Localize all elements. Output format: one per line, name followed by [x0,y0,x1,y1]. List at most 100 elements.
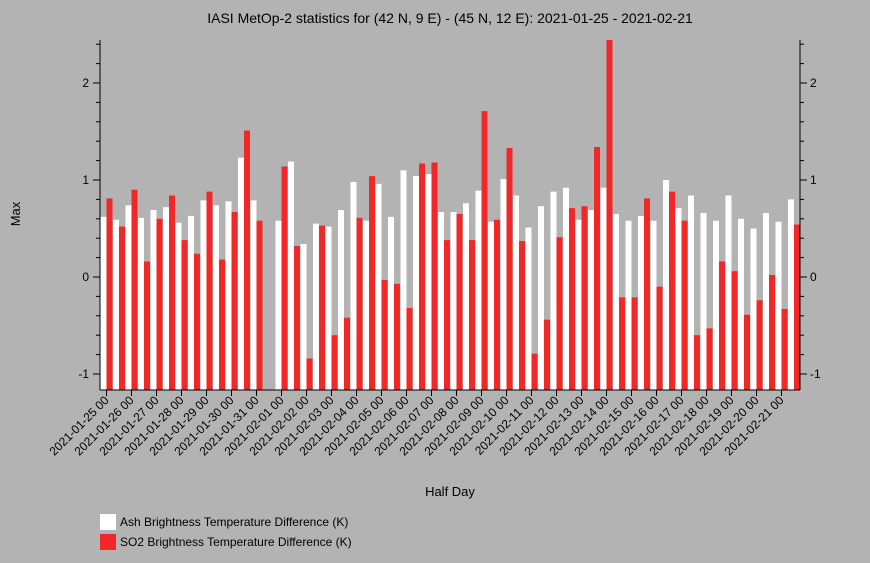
legend: Ash Brightness Temperature Difference (K… [100,512,352,552]
bar-so2-7 [194,253,200,390]
bar-so2-50 [731,271,738,390]
legend-item-ash: Ash Brightness Temperature Difference (K… [100,512,352,532]
bar-so2-11 [244,130,250,390]
bar-ash-50 [725,195,732,390]
bar-so2-28 [456,213,463,390]
bar-ash-18 [325,226,332,390]
legend-label-so2: SO2 Brightness Temperature Difference (K… [120,535,352,549]
bar-ash-32 [500,179,507,390]
bar-so2-21 [369,176,375,390]
y-tick-label-right: 1 [810,173,817,187]
bar-so2-8 [206,191,213,390]
bar-so2-14 [281,166,288,390]
bar-so2-42 [631,297,638,390]
bar-ash-47 [688,195,694,390]
bar-ash-16 [300,244,307,390]
bar-ash-46 [675,208,682,390]
bar-ash-24 [400,170,407,390]
legend-label-ash: Ash Brightness Temperature Difference (K… [120,515,349,529]
bar-ash-0 [100,216,107,390]
y-tick-label-right: -1 [810,367,821,381]
bar-ash-14 [275,220,282,390]
bar-so2-6 [181,240,188,390]
bar-so2-10 [231,212,238,390]
bar-ash-34 [525,227,532,390]
bar-ash-53 [763,212,769,390]
bar-so2-44 [656,286,663,390]
bar-so2-47 [694,335,700,390]
bar-ash-4 [150,210,157,390]
legend-item-so2: SO2 Brightness Temperature Difference (K… [100,532,352,552]
bar-ash-6 [175,222,182,390]
bar-so2-37 [569,208,575,390]
bar-ash-55 [788,199,794,390]
bar-ash-37 [563,187,569,390]
bar-ash-9 [213,205,219,390]
bar-ash-11 [238,157,244,390]
bar-so2-16 [306,358,313,390]
bar-so2-38 [581,206,588,390]
bar-so2-3 [144,261,150,390]
bar-so2-27 [444,240,450,390]
bar-so2-52 [756,300,763,390]
bar-ash-8 [200,200,207,390]
bar-ash-36 [550,191,557,390]
bar-so2-49 [719,261,725,390]
bar-so2-19 [344,317,350,390]
bar-so2-4 [156,218,163,390]
bar-ash-25 [413,176,419,390]
bar-ash-22 [375,183,382,390]
y-tick-label-right: 0 [810,270,817,284]
bar-so2-54 [781,309,788,390]
bar-so2-18 [331,335,338,390]
bar-so2-48 [706,328,713,390]
bar-ash-26 [425,174,432,390]
bar-so2-9 [219,259,225,390]
bar-so2-22 [381,279,388,390]
bar-so2-36 [556,237,563,390]
bar-ash-23 [388,216,394,390]
y-tick-label-left: 1 [82,173,89,187]
bar-so2-53 [769,275,775,390]
bar-so2-20 [356,217,363,390]
bar-so2-12 [256,220,263,390]
bar-so2-24 [406,308,413,390]
bar-so2-31 [494,219,500,390]
bar-so2-34 [531,353,538,390]
bar-ash-31 [488,221,494,390]
bar-so2-46 [681,220,688,390]
bar-ash-49 [713,220,719,390]
bar-ash-15 [288,161,294,390]
bar-so2-15 [294,245,300,390]
bar-ash-33 [513,195,519,390]
bar-so2-23 [394,283,400,390]
bar-so2-51 [744,314,750,390]
bar-ash-44 [650,220,657,390]
bar-ash-38 [575,219,582,390]
bar-ash-43 [638,215,644,390]
bar-so2-41 [619,297,625,390]
bar-ash-3 [138,217,144,390]
bar-ash-7 [188,215,194,390]
bar-so2-29 [469,240,475,390]
bar-ash-35 [538,206,544,390]
y-tick-label-left: 2 [82,76,89,90]
bar-so2-39 [594,147,600,390]
x-axis-label: Half Day [425,484,475,499]
bar-ash-2 [125,205,132,390]
bar-ash-54 [775,221,782,390]
bar-ash-17 [313,223,319,390]
bar-ash-10 [225,201,232,390]
bar-so2-32 [506,147,513,390]
bar-so2-26 [431,162,438,390]
bar-so2-30 [481,111,488,390]
y-tick-label-right: 2 [810,76,817,90]
y-tick-label-left: -1 [78,367,89,381]
bar-ash-45 [663,180,669,390]
bar-ash-42 [625,220,632,390]
bar-so2-45 [669,191,675,390]
bar-so2-2 [131,189,138,390]
bar-ash-21 [363,220,369,390]
bar-ash-30 [475,190,482,390]
